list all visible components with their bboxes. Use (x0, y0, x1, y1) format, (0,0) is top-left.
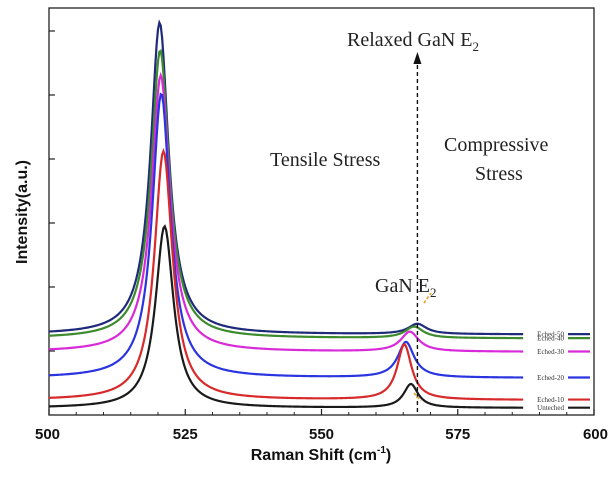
x-axis-title-text: Raman Shift (cm (251, 447, 377, 464)
plot-frame (48, 7, 595, 416)
x-axis-ticks: 500 525 550 575 600 (35, 409, 608, 443)
x-tick-label: 525 (173, 426, 198, 443)
compressive-annotation-2: Stress (475, 163, 523, 185)
gan-peak-shift-indicator-low (413, 392, 422, 402)
x-tick-label: 550 (309, 426, 334, 443)
relaxed-annotation: Relaxed GaN E2 (347, 29, 479, 54)
series-lines (48, 19, 524, 409)
legend-label: Unteched (537, 404, 564, 412)
tensile-annotation: Tensile Stress (270, 149, 380, 171)
series-line-eched-50 (48, 19, 524, 336)
compressive-annotation-1: Compressive (444, 134, 549, 156)
x-axis-title-tail: ) (386, 447, 391, 464)
x-axis-title: Raman Shift (cm-1) (251, 445, 391, 464)
series-line-eched-30 (48, 71, 524, 353)
gan-peak-label: GaN E (375, 275, 430, 297)
relaxed-label: Relaxed GaN E (347, 29, 473, 51)
series-line-eched-40 (48, 48, 524, 340)
legend-label: Eched-20 (537, 374, 564, 382)
y-axis-title: Intensity(a.u.) (14, 160, 31, 264)
legend-label: Eched-40 (537, 335, 564, 343)
series-line-unteched (48, 224, 524, 409)
x-tick-label: 600 (583, 426, 608, 443)
reference-arrow-head (413, 52, 422, 64)
x-tick-label: 500 (35, 426, 60, 443)
legend-label: Eched-10 (537, 396, 564, 404)
gan-peak-shift-indicator (423, 292, 432, 304)
relaxed-subscript: 2 (473, 39, 480, 54)
series-line-eched-10 (48, 147, 524, 401)
x-tick-label: 575 (445, 426, 470, 443)
x-axis-title-sup: -1 (377, 445, 386, 456)
legend-label: Eched-30 (537, 348, 564, 356)
series-line-eched-20 (48, 92, 524, 379)
gan-peak-subscript: 2 (430, 285, 437, 300)
gan-peak-annotation: GaN E2 (375, 275, 436, 300)
y-axis-ticks (49, 30, 55, 352)
legend-label: Eched-50 (537, 331, 564, 339)
